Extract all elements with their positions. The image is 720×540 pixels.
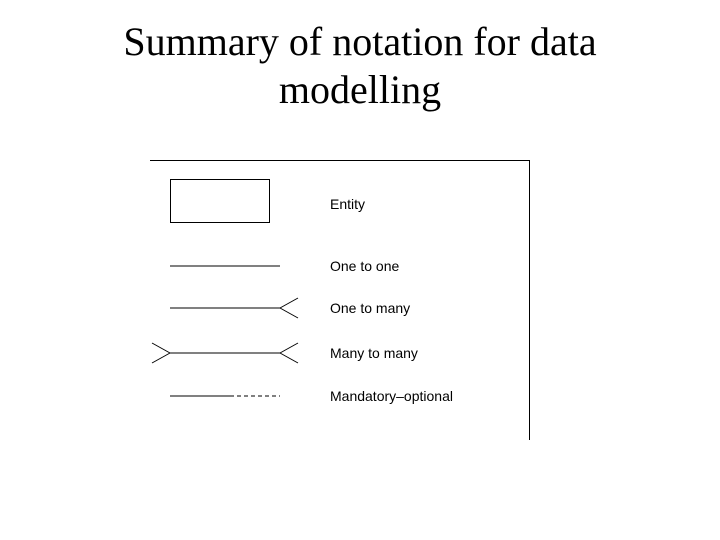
title-line-2: modelling — [279, 67, 441, 112]
many-to-many-label: Many to many — [310, 345, 418, 361]
mandatory-optional-label: Mandatory–optional — [310, 388, 453, 404]
one-to-many-symbol — [150, 296, 310, 320]
one-to-many-icon — [150, 296, 310, 320]
legend-row-one-to-one: One to one — [150, 256, 529, 276]
many-to-many-symbol — [150, 341, 310, 365]
entity-rect-icon — [170, 179, 270, 223]
title-line-1: Summary of notation for data — [123, 19, 596, 64]
one-to-one-label: One to one — [310, 258, 399, 274]
mandatory-optional-icon — [150, 386, 310, 406]
legend-row-entity: Entity — [150, 179, 529, 229]
entity-symbol — [150, 179, 310, 229]
legend-row-mandatory-optional: Mandatory–optional — [150, 386, 529, 406]
page-title: Summary of notation for data modelling — [0, 0, 720, 114]
one-to-one-icon — [150, 256, 310, 276]
legend-box: Entity One to one One to many — [150, 160, 530, 440]
entity-label: Entity — [310, 196, 365, 212]
legend-row-one-to-many: One to many — [150, 296, 529, 320]
mandatory-optional-symbol — [150, 386, 310, 406]
legend-row-many-to-many: Many to many — [150, 341, 529, 365]
one-to-many-label: One to many — [310, 300, 410, 316]
many-to-many-icon — [150, 341, 310, 365]
one-to-one-symbol — [150, 256, 310, 276]
